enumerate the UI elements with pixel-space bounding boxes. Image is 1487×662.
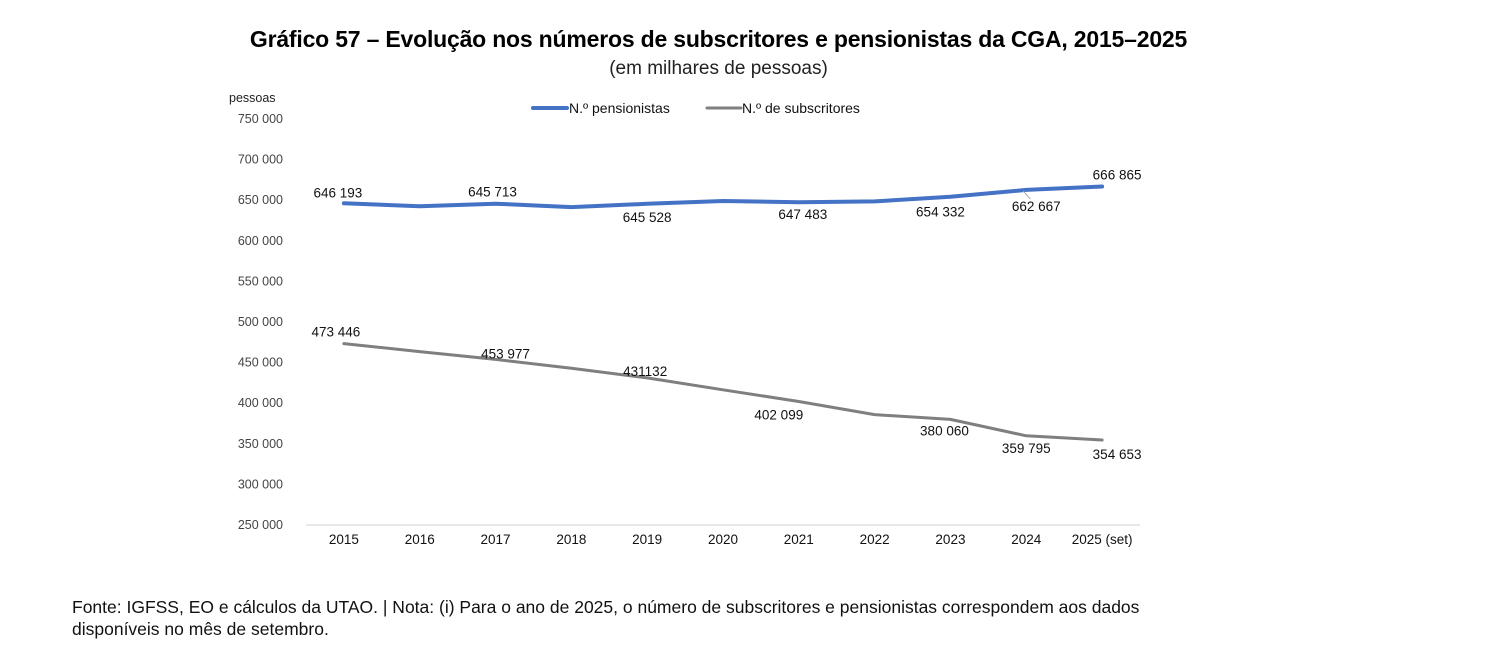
legend-label: N.º pensionistas bbox=[569, 100, 670, 116]
y-tick-label: 350 000 bbox=[238, 437, 283, 451]
y-tick-label: 500 000 bbox=[238, 315, 283, 329]
chart-title: Gráfico 57 – Evolução nos números de sub… bbox=[249, 26, 1188, 52]
line-chart: pessoas 750 000 700 000 650 000 600 000 550 … bbox=[229, 91, 1142, 547]
series-lines bbox=[341, 184, 1105, 442]
subscribers-data-label: 402 099 bbox=[754, 407, 803, 422]
y-axis-label: pessoas bbox=[229, 91, 276, 105]
subscribers-data-label: 380 060 bbox=[920, 423, 969, 438]
legend-item: N.º pensionistas bbox=[531, 100, 670, 116]
pensioners-data-label: 646 193 bbox=[314, 185, 363, 200]
pensioners-data-label: 666 865 bbox=[1093, 168, 1142, 183]
x-tick-label: 2025 (set) bbox=[1072, 532, 1133, 547]
x-tick-label: 2016 bbox=[405, 532, 435, 547]
y-axis-ticks: 750 000 700 000 650 000 600 000 550 000 500 0… bbox=[238, 112, 283, 532]
x-tick-label: 2019 bbox=[632, 532, 662, 547]
y-tick-label: 650 000 bbox=[238, 193, 283, 207]
x-axis-ticks: 2015 2016 2017 2018 2019 2020 2021 2022 2023 2024… bbox=[329, 532, 1133, 547]
x-tick-label: 2015 bbox=[329, 532, 359, 547]
footnote-line-2: disponíveis no mês de setembro. bbox=[72, 619, 329, 639]
x-tick-label: 2022 bbox=[860, 532, 890, 547]
pensioners-data-label: 654 332 bbox=[916, 205, 965, 220]
y-tick-label: 600 000 bbox=[238, 234, 283, 248]
footnote: Fonte: IGFSS, EO e cálculos da UTAO. | N… bbox=[72, 596, 1402, 640]
subscribers-data-label: 431132 bbox=[623, 364, 667, 379]
subscribers-data-label: 359 795 bbox=[1002, 441, 1051, 456]
pensioners-data-label: 645 713 bbox=[468, 185, 517, 200]
y-tick-label: 700 000 bbox=[238, 153, 283, 167]
y-tick-label: 750 000 bbox=[238, 112, 283, 126]
x-tick-label: 2024 bbox=[1011, 532, 1042, 547]
x-tick-label: 2020 bbox=[708, 532, 738, 547]
pensioners-data-label: 645 528 bbox=[623, 210, 672, 225]
data-labels: 646 193 645 713 645 528 647 483 654 332 662 6… bbox=[312, 168, 1142, 463]
subscribers-data-label: 453 977 bbox=[481, 346, 530, 361]
legend-item: N.º de subscritores bbox=[705, 100, 860, 116]
pensioners-data-label: 647 483 bbox=[778, 207, 827, 222]
y-tick-label: 450 000 bbox=[238, 356, 283, 370]
x-tick-label: 2017 bbox=[481, 532, 511, 547]
subscribers-data-label: 473 446 bbox=[312, 325, 361, 340]
legend: N.º pensionistas N.º de subscritores bbox=[531, 100, 860, 116]
y-tick-label: 550 000 bbox=[238, 274, 283, 288]
footnote-line-1: Fonte: IGFSS, EO e cálculos da UTAO. | N… bbox=[72, 597, 1140, 617]
pensioners-data-label: 662 667 bbox=[1012, 199, 1061, 214]
y-tick-label: 250 000 bbox=[238, 518, 283, 532]
chart-subtitle: (em milhares de pessoas) bbox=[609, 58, 828, 79]
y-tick-label: 400 000 bbox=[238, 396, 283, 410]
y-tick-label: 300 000 bbox=[238, 477, 283, 491]
subscribers-data-label: 354 653 bbox=[1093, 447, 1142, 462]
legend-label: N.º de subscritores bbox=[742, 100, 860, 116]
x-tick-label: 2018 bbox=[556, 532, 586, 547]
pensioners-line bbox=[341, 184, 1105, 210]
subscribers-line bbox=[342, 342, 1104, 442]
x-tick-label: 2021 bbox=[784, 532, 814, 547]
label-leader-line bbox=[1022, 190, 1031, 200]
x-tick-label: 2023 bbox=[935, 532, 965, 547]
